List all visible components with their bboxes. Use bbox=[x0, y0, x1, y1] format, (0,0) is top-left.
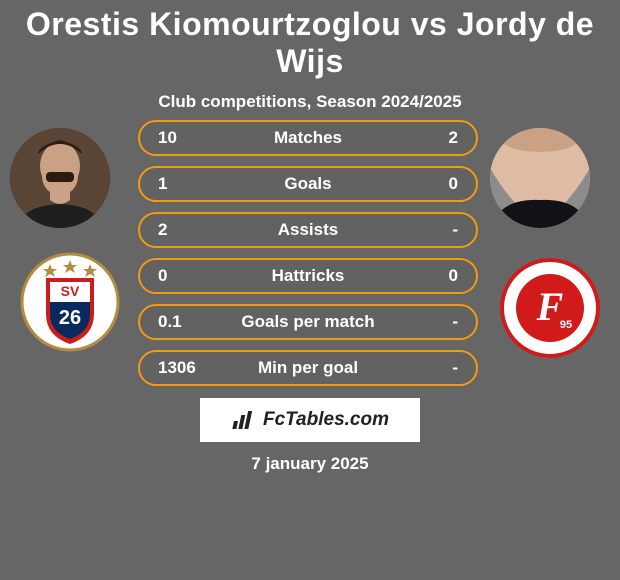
stat-value-right: - bbox=[408, 358, 458, 378]
brand-logo: FcTables.com bbox=[200, 398, 420, 442]
avatar-placeholder-icon bbox=[10, 128, 110, 228]
club-badge-left-icon: SV 26 bbox=[20, 252, 120, 352]
stat-label: Goals bbox=[208, 174, 408, 194]
date-label: 7 january 2025 bbox=[0, 454, 620, 474]
avatar-placeholder-icon bbox=[490, 128, 590, 228]
club-badge-right: F 95 bbox=[500, 258, 600, 358]
brand-logo-text: FcTables.com bbox=[263, 409, 389, 431]
stats-table: 10Matches21Goals02Assists-0Hattricks00.1… bbox=[138, 120, 478, 396]
avatar-player-left bbox=[10, 128, 110, 228]
stat-row: 0.1Goals per match- bbox=[138, 304, 478, 340]
club-badge-left: SV 26 bbox=[20, 252, 120, 352]
page-title: Orestis Kiomourtzoglou vs Jordy de Wijs bbox=[0, 0, 620, 80]
stat-row: 2Assists- bbox=[138, 212, 478, 248]
stat-label: Goals per match bbox=[208, 312, 408, 332]
stat-value-right: 2 bbox=[408, 128, 458, 148]
stat-value-right: 0 bbox=[408, 174, 458, 194]
badge-right-sub: 95 bbox=[560, 319, 572, 331]
stat-row: 1Goals0 bbox=[138, 166, 478, 202]
stat-value-left: 0.1 bbox=[158, 312, 208, 332]
stat-label: Hattricks bbox=[208, 266, 408, 286]
stat-value-right: 0 bbox=[408, 266, 458, 286]
stat-value-left: 2 bbox=[158, 220, 208, 240]
badge-left-text-num: 26 bbox=[59, 307, 81, 329]
stat-label: Min per goal bbox=[208, 358, 408, 378]
bar-chart-icon bbox=[231, 407, 257, 433]
stat-value-right: - bbox=[408, 312, 458, 332]
stat-value-left: 10 bbox=[158, 128, 208, 148]
club-badge-right-icon: F 95 bbox=[500, 258, 600, 358]
stat-row: 0Hattricks0 bbox=[138, 258, 478, 294]
stat-value-left: 0 bbox=[158, 266, 208, 286]
avatar-player-right bbox=[490, 128, 590, 228]
stat-value-right: - bbox=[408, 220, 458, 240]
stat-row: 10Matches2 bbox=[138, 120, 478, 156]
stat-value-left: 1306 bbox=[158, 358, 208, 378]
stat-value-left: 1 bbox=[158, 174, 208, 194]
subtitle: Club competitions, Season 2024/2025 bbox=[0, 92, 620, 112]
stat-label: Assists bbox=[208, 220, 408, 240]
badge-left-text-top: SV bbox=[61, 283, 80, 299]
stat-row: 1306Min per goal- bbox=[138, 350, 478, 386]
stat-label: Matches bbox=[208, 128, 408, 148]
